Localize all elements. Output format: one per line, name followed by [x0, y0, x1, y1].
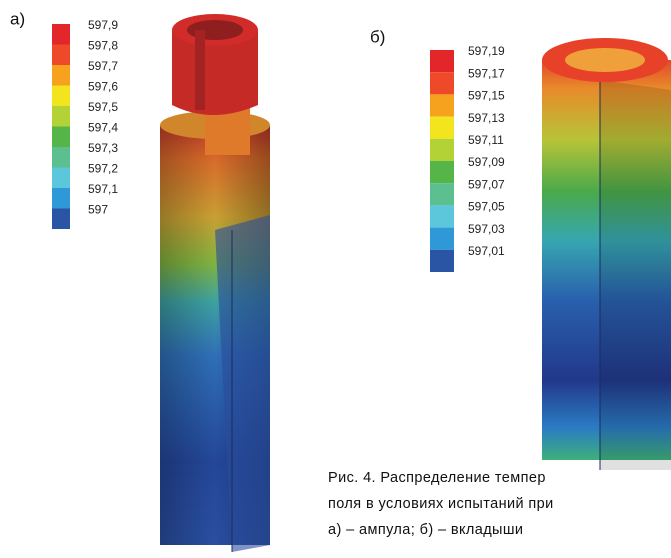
legend-label: 597,15	[468, 89, 505, 103]
legend-swatch	[430, 205, 454, 228]
legend-swatch	[52, 147, 70, 168]
legend-label: 597,03	[468, 222, 505, 236]
legend-swatch	[430, 72, 454, 95]
caption-line: Рис. 4. Распределение темпер	[328, 470, 546, 486]
legend-swatch	[430, 161, 454, 184]
render-insert	[542, 38, 671, 470]
legend-swatch	[430, 138, 454, 161]
legend-label: 597,3	[88, 141, 118, 155]
legend-label: 597,01	[468, 244, 505, 258]
legend-label: 597,1	[88, 182, 118, 196]
legend-swatch	[430, 183, 454, 206]
legend-swatch	[52, 126, 70, 147]
legend-label: 597,5	[88, 100, 118, 114]
legend-swatch	[52, 208, 70, 229]
legend-swatch	[430, 116, 454, 139]
legend-label: 597,07	[468, 177, 505, 191]
legend-swatch	[430, 50, 454, 73]
render-ampoule	[160, 14, 270, 552]
legend-label: 597,2	[88, 162, 118, 176]
legend-swatch	[430, 249, 454, 272]
legend-label: 597,13	[468, 111, 505, 125]
legend-swatch	[52, 85, 70, 106]
legend: 597,19 597,17 597,15 597,13 597,11 597,09 597,…	[430, 44, 505, 272]
caption: Рис. 4. Распределение темпер поля в усло…	[328, 470, 554, 538]
caption-line: а) – ампула; б) – вкладыши	[328, 522, 523, 538]
legend-swatch	[52, 188, 70, 209]
legend-label: 597,4	[88, 121, 118, 135]
legend-label: 597,6	[88, 80, 118, 94]
panel-label: а)	[10, 9, 25, 28]
legend-label: 597,05	[468, 200, 505, 214]
legend-swatch	[52, 106, 70, 127]
legend-label: 597,09	[468, 155, 505, 169]
legend-label: 597,9	[88, 18, 118, 32]
legend: 597,9 597,8 597,7 597,6 597,5 597,4 597,3 597,2…	[52, 18, 118, 229]
legend-swatch	[52, 44, 70, 65]
legend-label: 597,7	[88, 59, 118, 73]
legend-swatch	[52, 24, 70, 45]
legend-label: 597	[88, 203, 108, 217]
legend-swatch	[52, 167, 70, 188]
legend-label: 597,17	[468, 66, 505, 80]
legend-label: 597,8	[88, 39, 118, 53]
legend-label: 597,11	[468, 133, 504, 147]
legend-label: 597,19	[468, 44, 505, 58]
legend-swatch	[430, 227, 454, 250]
legend-swatch	[430, 94, 454, 117]
legend-swatch	[52, 65, 70, 86]
panel-label: б)	[370, 27, 385, 46]
caption-line: поля в условиях испытаний при	[328, 496, 554, 512]
